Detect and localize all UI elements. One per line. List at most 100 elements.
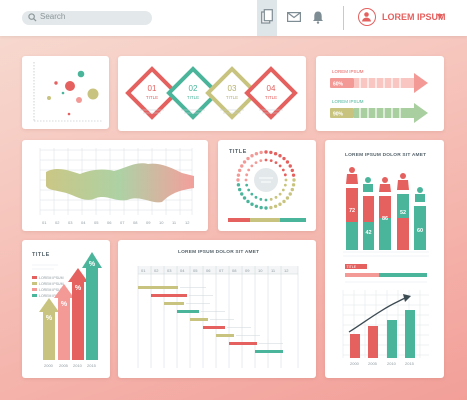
- donut-dot: [250, 202, 254, 206]
- donut-dot: [288, 164, 292, 168]
- search-placeholder: Search: [40, 12, 66, 21]
- progress-label: LOREM IPSUM: [332, 99, 364, 104]
- step-label: TITLE: [146, 95, 158, 100]
- step-number: 02: [189, 84, 198, 93]
- caret-down-icon[interactable]: [437, 14, 443, 19]
- person-icon: [346, 167, 358, 184]
- donut-dot: [259, 197, 263, 201]
- area-chart: 01 02 03 04 05 06 07 08 09 10 11 12: [39, 148, 194, 225]
- step-2: [166, 66, 220, 120]
- people-bar-chart: 72 42 86 52 60 TITLE: [342, 167, 429, 366]
- dotted-donut: [228, 150, 306, 222]
- donut-center: [254, 168, 278, 192]
- donut-dot: [242, 160, 247, 164]
- gantt-column: 08: [232, 268, 237, 273]
- x-tick-label: 08: [133, 220, 138, 225]
- gantt-bar: [255, 350, 283, 353]
- donut-dot: [291, 173, 296, 177]
- donut-dot: [292, 178, 296, 182]
- donut-dot: [259, 205, 263, 210]
- bubble: [76, 97, 82, 103]
- gantt-grid: [137, 266, 299, 368]
- step-number: 01: [148, 84, 157, 93]
- donut-dot: [259, 159, 263, 163]
- user-icon: [362, 12, 371, 22]
- bar-value: 72: [349, 208, 355, 214]
- bar-segment: [346, 222, 358, 250]
- x-label: 2005: [368, 361, 378, 366]
- bar-segment: [397, 194, 409, 218]
- x-tick-label: 07: [120, 220, 125, 225]
- percent-badge: %: [75, 285, 82, 292]
- x-label: 2005: [59, 363, 69, 368]
- gantt-column: 01: [141, 268, 146, 273]
- donut-dot: [281, 188, 285, 192]
- documents-icon[interactable]: [261, 9, 273, 25]
- donut-dot: [269, 150, 273, 155]
- donut-dot: [278, 164, 282, 168]
- gantt-header: [138, 266, 298, 274]
- bubble: [47, 96, 51, 100]
- percent-badge: %: [61, 301, 68, 308]
- gantt-column: 12: [284, 268, 289, 273]
- donut-dot: [278, 192, 282, 196]
- gantt-bar: [203, 326, 225, 329]
- legend-bar: [379, 273, 427, 277]
- bar-value: 52: [400, 210, 406, 216]
- bell-icon[interactable]: [312, 10, 324, 24]
- trend-arrow-head: [403, 294, 411, 302]
- trend-line: [348, 297, 406, 333]
- donut-dot: [254, 195, 258, 199]
- search-input[interactable]: Search: [22, 11, 152, 25]
- user-name[interactable]: LOREM IPSUM: [382, 12, 446, 22]
- donut-dot: [240, 164, 244, 168]
- people-chart-card: LOREM IPSUM DOLOR SIT AMET 72 42 86: [325, 140, 444, 378]
- progress-value: 90%: [333, 112, 344, 118]
- x-label: 2015: [87, 363, 97, 368]
- legend-swatch: [32, 294, 37, 297]
- donut-dot: [244, 178, 248, 182]
- donut-dot: [245, 183, 249, 187]
- progress-arrow-2: [330, 103, 428, 123]
- gantt-bar: [190, 318, 208, 321]
- bar-segment: [414, 220, 426, 250]
- header-divider: [343, 6, 344, 30]
- donut-dot: [264, 198, 268, 202]
- x-tick-label: 09: [146, 220, 151, 225]
- x-label: 2010: [387, 361, 397, 366]
- donut-dot: [264, 150, 268, 154]
- gantt-column: 09: [245, 268, 250, 273]
- bar-segment: [379, 196, 391, 218]
- gantt-column: 06: [206, 268, 211, 273]
- donut-dot: [250, 164, 254, 168]
- donut-dot: [278, 202, 282, 206]
- donut-dot: [245, 173, 249, 177]
- donut-inner-ring: [244, 158, 288, 202]
- bubble: [65, 81, 75, 91]
- donut-dot: [274, 195, 278, 199]
- person-icon: [415, 187, 425, 202]
- person-icon: [363, 177, 373, 192]
- rising-arrows-card: TITLE LOREM IPSUM LOREM IPSUM LOREM IPSU…: [22, 240, 110, 378]
- card-title: LOREM IPSUM DOLOR SIT AMET: [178, 250, 260, 255]
- donut-dot: [254, 161, 258, 165]
- x-tick-label: 05: [94, 220, 99, 225]
- donut-dot: [242, 196, 247, 200]
- donut-dot: [269, 205, 273, 210]
- x-label: 2000: [44, 363, 54, 368]
- bubble: [67, 112, 71, 116]
- x-tick-label: 12: [185, 220, 190, 225]
- avatar[interactable]: [358, 8, 376, 26]
- legend-label: LOREM IPSUM: [39, 288, 64, 292]
- gantt-chart: 01 02 03 04 05 06 07 08 09 10 11 12: [137, 266, 299, 368]
- step-label: TITLE: [226, 95, 238, 100]
- mail-icon[interactable]: [287, 12, 301, 22]
- card-title: TITLE: [229, 149, 247, 155]
- arrow-bar: [68, 268, 88, 360]
- donut-dot: [246, 156, 250, 161]
- donut-outer-ring: [236, 150, 296, 210]
- bar-segment: [363, 222, 374, 250]
- donut-dot: [288, 192, 292, 196]
- gantt-column: 04: [180, 268, 185, 273]
- arrow-bar: [82, 252, 102, 360]
